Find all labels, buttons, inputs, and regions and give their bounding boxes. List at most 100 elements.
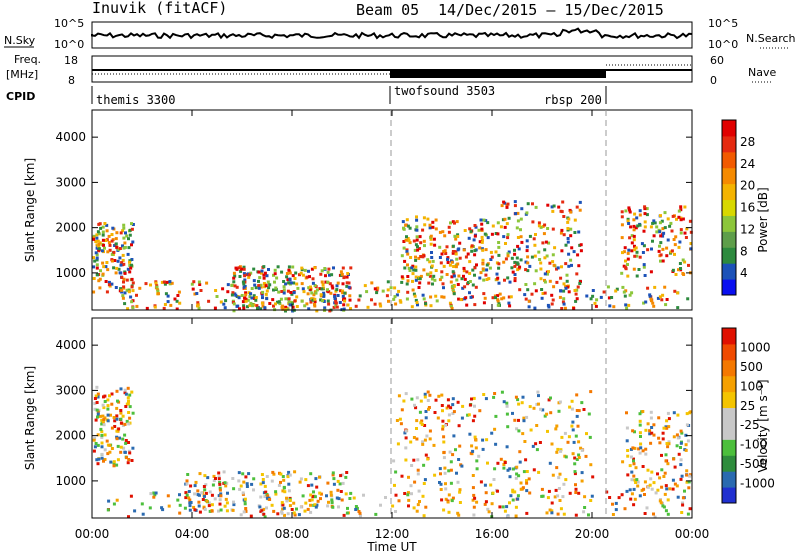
- velocity-colorbar-tick: 100: [740, 379, 763, 393]
- power-echo-cell: [661, 234, 665, 238]
- velocity-echo-cell: [493, 427, 497, 431]
- power-echo-cell: [415, 228, 419, 232]
- power-echo-cell: [232, 302, 236, 306]
- velocity-echo-cell: [188, 498, 192, 502]
- velocity-echo-cell: [681, 496, 685, 500]
- power-echo-cell: [621, 285, 625, 289]
- velocity-echo-cell: [99, 427, 103, 431]
- power-colorbar-segment: [722, 120, 736, 137]
- velocity-echo-cell: [665, 426, 669, 430]
- power-echo-cell: [341, 282, 345, 286]
- power-echo-cell: [300, 282, 304, 286]
- power-echo-cell: [96, 239, 100, 243]
- power-echo-cell: [481, 258, 485, 262]
- velocity-echo-cell: [547, 489, 551, 493]
- velocity-colorbar-label: Velocity [m s⁻¹]: [756, 379, 770, 472]
- power-echo-cell: [484, 248, 488, 252]
- power-echo-cell: [481, 248, 485, 252]
- power-echo-cell: [456, 248, 460, 252]
- power-echo-cell: [110, 259, 114, 263]
- power-echo-cell: [430, 251, 433, 254]
- velocity-echo-cell: [661, 431, 665, 435]
- power-echo-cell: [432, 237, 436, 241]
- velocity-echo-cell: [193, 492, 197, 496]
- power-echo-cell: [308, 275, 311, 279]
- velocity-echo-cell: [185, 493, 189, 497]
- power-echo-cell: [625, 306, 629, 310]
- velocity-echo-cell: [342, 513, 346, 517]
- power-echo-cell: [651, 239, 654, 243]
- power-echo-cell: [163, 303, 167, 306]
- velocity-echo-cell: [205, 499, 209, 503]
- power-echo-cell: [230, 283, 234, 287]
- velocity-echo-cell: [582, 510, 586, 514]
- power-echo-cell: [658, 295, 662, 299]
- power-echo-cell: [552, 263, 556, 267]
- velocity-echo-cell: [237, 479, 241, 483]
- velocity-echo-cell: [197, 500, 201, 504]
- power-echo-cell: [295, 295, 299, 299]
- power-echo-cell: [342, 307, 346, 311]
- velocity-echo-cell: [643, 480, 647, 484]
- velocity-echo-cell: [96, 433, 100, 437]
- velocity-echo-cell: [252, 488, 255, 492]
- power-echo-cell: [569, 234, 573, 238]
- power-echo-cell: [446, 257, 449, 261]
- cpid-program-3: rbsp 200: [544, 93, 602, 107]
- velocity-echo-cell: [116, 458, 120, 462]
- nsearch-tick-bottom: 10^0: [708, 38, 738, 51]
- power-echo-cell: [155, 285, 159, 289]
- velocity-echo-cell: [672, 435, 676, 439]
- power-echo-cell: [381, 289, 385, 293]
- velocity-echo-cell: [415, 396, 419, 400]
- power-echo-cell: [341, 289, 345, 293]
- velocity-echo-cell: [639, 442, 643, 446]
- power-echo-cell: [258, 276, 262, 280]
- power-echo-cell: [166, 294, 170, 298]
- velocity-echo-cell: [457, 458, 461, 461]
- velocity-echo-cell: [123, 422, 127, 426]
- velocity-echo-cell: [189, 501, 193, 504]
- power-echo-cell: [281, 307, 285, 311]
- power-echo-cell: [288, 271, 292, 275]
- power-echo-cell: [681, 258, 685, 262]
- power-echo-cell: [121, 296, 125, 300]
- power-echo-cell: [626, 263, 629, 266]
- power-echo-cell: [214, 289, 218, 292]
- power-echo-cell: [402, 240, 406, 243]
- power-echo-cell: [566, 220, 570, 224]
- power-echo-cell: [345, 284, 349, 288]
- velocity-echo-cell: [129, 494, 133, 498]
- power-echo-cell: [242, 265, 246, 269]
- power-echo-cell: [452, 265, 456, 268]
- power-echo-cell: [570, 246, 574, 250]
- velocity-echo-cell: [119, 387, 123, 391]
- velocity-echo-cell: [217, 471, 221, 475]
- velocity-echo-cell: [448, 450, 452, 454]
- velocity-echo-cell: [103, 400, 107, 403]
- power-echo-cell: [515, 261, 519, 265]
- power-echo-cell: [503, 217, 507, 221]
- velocity-echo-cell: [115, 429, 119, 433]
- power-echo-cell: [543, 248, 547, 252]
- power-echo-cell: [404, 238, 408, 242]
- velocity-echo-cell: [119, 421, 123, 425]
- velocity-echo-cell: [685, 423, 689, 427]
- velocity-echo-cell: [424, 505, 428, 509]
- power-echo-cell: [505, 205, 509, 209]
- velocity-echo-cell: [106, 452, 110, 456]
- power-echo-cell: [154, 281, 158, 285]
- power-echo-cell: [683, 205, 687, 209]
- velocity-echo-cell: [424, 416, 428, 420]
- velocity-echo-cell: [449, 481, 453, 485]
- power-echo-cell: [452, 284, 456, 288]
- power-echo-cell: [543, 272, 547, 276]
- power-echo-cell: [114, 242, 118, 246]
- velocity-echo-cell: [676, 436, 680, 440]
- power-echo-cell: [434, 269, 438, 272]
- velocity-echo-cell: [638, 412, 642, 416]
- velocity-echo-cell: [331, 473, 335, 477]
- velocity-echo-cell: [641, 410, 645, 413]
- power-echo-cell: [525, 245, 529, 249]
- velocity-echo-cell: [413, 403, 416, 407]
